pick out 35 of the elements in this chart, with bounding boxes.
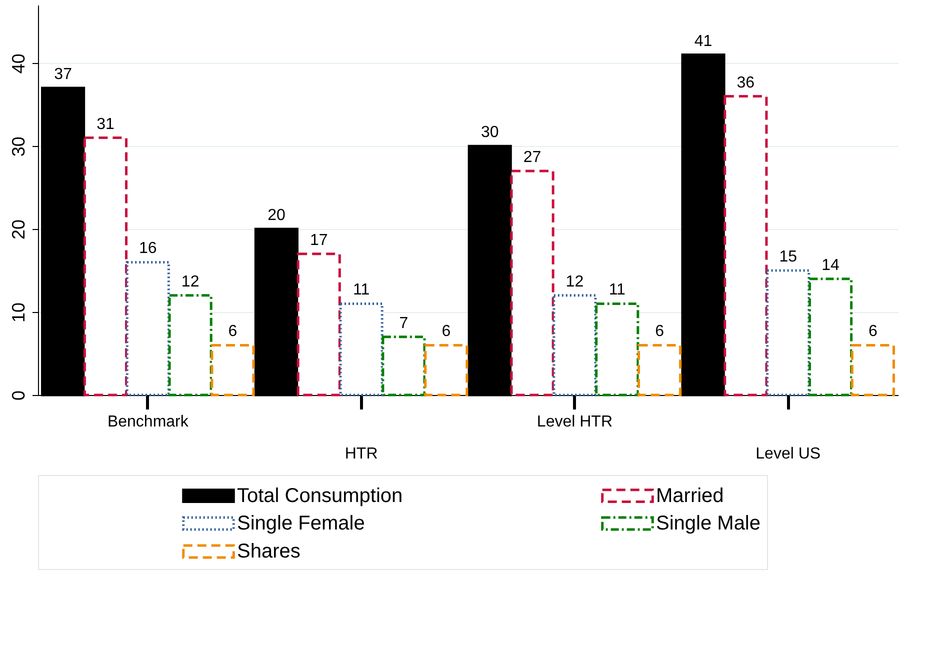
data-label: 12 xyxy=(566,273,584,290)
data-label: 6 xyxy=(228,323,238,340)
data-label: 36 xyxy=(736,74,755,92)
data-label: 11 xyxy=(608,282,626,299)
data-label: 7 xyxy=(399,314,408,332)
y-tick-label: 30 xyxy=(8,136,28,157)
bar xyxy=(681,54,726,396)
data-label: 17 xyxy=(310,232,328,249)
data-label: 15 xyxy=(779,248,798,266)
legend-label: Shares xyxy=(237,540,300,562)
data-label: 37 xyxy=(54,66,72,83)
x-tick-label: Benchmark xyxy=(107,414,190,430)
y-tick-label: 20 xyxy=(8,220,28,240)
x-tick-label: HTR xyxy=(344,446,378,462)
data-label: 16 xyxy=(139,240,157,258)
data-label: 6 xyxy=(868,323,878,340)
legend-label: Single Female xyxy=(237,512,365,534)
data-label: 30 xyxy=(480,124,499,142)
data-label: 6 xyxy=(655,323,664,340)
x-tick-label: Level US xyxy=(756,446,821,462)
x-tick-label: Level HTR xyxy=(536,414,612,430)
data-label: 12 xyxy=(181,273,200,290)
legend-label: Single Male xyxy=(656,512,761,534)
data-label: 41 xyxy=(694,32,712,50)
legend-label: Married xyxy=(656,484,724,507)
legend-label: Total Consumption xyxy=(237,484,403,507)
y-tick-label: 40 xyxy=(8,54,28,74)
data-label: 6 xyxy=(442,323,451,340)
y-tick-label: 0 xyxy=(8,390,28,401)
y-tick-label: 10 xyxy=(8,302,28,323)
data-label: 31 xyxy=(96,116,114,133)
data-label: 20 xyxy=(268,207,286,224)
data-label: 11 xyxy=(352,282,370,299)
data-label: 14 xyxy=(822,256,840,274)
data-label: 27 xyxy=(523,148,542,166)
